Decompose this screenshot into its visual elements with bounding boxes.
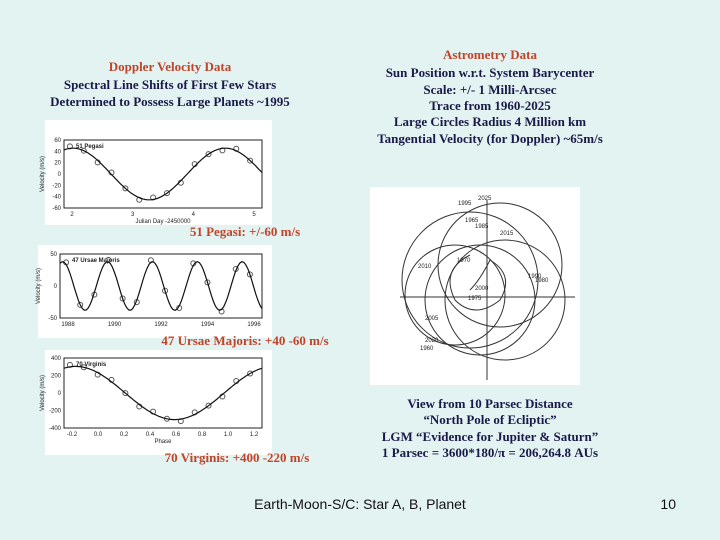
plot-caption: 47 Ursae Majoris: +40 -60 m/s bbox=[161, 333, 328, 348]
year-label: 1960 bbox=[420, 346, 434, 352]
fit-curve bbox=[59, 261, 263, 311]
data-point bbox=[205, 151, 212, 158]
x-tick-label: 1996 bbox=[247, 322, 261, 328]
data-point bbox=[247, 370, 254, 377]
y-tick-label: -20 bbox=[52, 183, 61, 189]
y-tick-label: 20 bbox=[54, 161, 61, 167]
orbit-circles bbox=[400, 200, 575, 380]
data-point bbox=[205, 402, 212, 409]
y-tick-label: 60 bbox=[54, 138, 61, 144]
x-tick-label: 0.8 bbox=[198, 432, 207, 438]
plot-axes bbox=[63, 139, 263, 209]
x-tick-label: 1.0 bbox=[224, 432, 233, 438]
x-tick-label: 5 bbox=[252, 212, 256, 218]
plot-caption: 51 Pegasi: +/-60 m/s bbox=[190, 224, 300, 239]
y-tick-label: 0 bbox=[58, 391, 62, 397]
data-point bbox=[122, 390, 129, 397]
right-bottom-line: 1 Parsec = 3600*180/π = 206,264.8 AUs bbox=[382, 445, 598, 460]
y-tick-label: 400 bbox=[51, 356, 62, 362]
data-point bbox=[77, 301, 84, 308]
page-number: 10 bbox=[660, 496, 676, 512]
y-axis-label: Velocity (m/s) bbox=[40, 375, 46, 411]
y-tick-label: -60 bbox=[52, 206, 61, 212]
right-line: Scale: +/- 1 Milli-Arcsec bbox=[423, 82, 556, 97]
y-axis-label: Velocity (m/s) bbox=[36, 268, 42, 304]
year-label: 2000 bbox=[475, 286, 489, 292]
y-tick-label: -200 bbox=[49, 409, 62, 415]
year-label: 1975 bbox=[468, 296, 482, 302]
year-label: 1970 bbox=[457, 258, 471, 264]
right-bottom-line: View from 10 Parsec Distance bbox=[407, 396, 573, 411]
left-line: Spectral Line Shifts of First Few Stars bbox=[64, 77, 276, 92]
x-axis-label: Julian Day -2450000 bbox=[135, 219, 191, 225]
plot-label: 47 Ursae Majoris bbox=[72, 258, 120, 264]
x-tick-label: 1992 bbox=[154, 322, 168, 328]
right-line: Sun Position w.r.t. System Barycenter bbox=[386, 65, 595, 80]
data-point bbox=[246, 271, 253, 278]
y-tick-label: 40 bbox=[54, 149, 61, 155]
right-bottom-line: “North Pole of Ecliptic” bbox=[423, 412, 556, 427]
data-point bbox=[204, 279, 211, 286]
plot-frame bbox=[38, 245, 272, 338]
right-bottom-line: LGM “Evidence for Jupiter & Saturn” bbox=[382, 429, 599, 444]
data-point bbox=[80, 147, 87, 154]
x-tick-label: 1990 bbox=[108, 322, 122, 328]
x-tick-label: 2 bbox=[70, 212, 74, 218]
y-tick-label: -400 bbox=[49, 426, 62, 432]
x-tick-label: 1.2 bbox=[250, 432, 259, 438]
year-label: 1985 bbox=[475, 224, 489, 230]
year-label: 2020 bbox=[425, 338, 439, 344]
data-point bbox=[162, 287, 169, 294]
year-label: 1965 bbox=[465, 218, 479, 224]
left-title: Doppler Velocity Data bbox=[109, 59, 232, 74]
right-title: Astrometry Data bbox=[443, 47, 537, 62]
year-label: 2005 bbox=[425, 316, 439, 322]
y-tick-label: 0 bbox=[58, 172, 62, 178]
y-tick-label: 0 bbox=[54, 284, 58, 290]
y-tick-label: -40 bbox=[52, 195, 61, 201]
footer-text: Earth-Moon-S/C: Star A, B, Planet bbox=[254, 496, 466, 512]
plot-label: 51 Pegasi bbox=[76, 144, 104, 150]
x-tick-label: 1988 bbox=[61, 322, 75, 328]
right-line: Tangential Velocity (for Doppler) ~65m/s bbox=[377, 131, 603, 146]
x-tick-label: 0.2 bbox=[120, 432, 129, 438]
fit-curve bbox=[63, 365, 263, 421]
plot-axes bbox=[59, 253, 263, 319]
x-tick-label: 1994 bbox=[201, 322, 215, 328]
right-line: Trace from 1960-2025 bbox=[429, 98, 551, 113]
y-axis-label: Velocity (m/s) bbox=[40, 156, 46, 192]
right-line: Large Circles Radius 4 Million km bbox=[394, 114, 586, 129]
plot-caption: 70 Virginis: +400 -220 m/s bbox=[165, 450, 310, 465]
data-point bbox=[122, 185, 129, 192]
x-tick-label: 0.6 bbox=[172, 432, 181, 438]
year-label: 1980 bbox=[535, 278, 549, 284]
y-tick-label: 200 bbox=[51, 374, 62, 380]
year-label: 1995 bbox=[458, 201, 472, 207]
year-label: 2015 bbox=[500, 231, 514, 237]
x-tick-label: -0.2 bbox=[67, 432, 78, 438]
x-tick-label: 0.4 bbox=[146, 432, 155, 438]
fit-curve bbox=[63, 147, 263, 201]
plot-frame bbox=[45, 120, 272, 225]
year-label: 1990 bbox=[528, 274, 542, 280]
plot-label: 70 Virginis bbox=[76, 362, 107, 368]
y-tick-label: 50 bbox=[50, 252, 57, 258]
y-tick-label: -50 bbox=[48, 316, 57, 322]
x-tick-label: 0.0 bbox=[94, 432, 103, 438]
data-point bbox=[163, 190, 170, 197]
data-point bbox=[119, 295, 126, 302]
data-point bbox=[247, 157, 254, 164]
left-line: Determined to Possess Large Planets ~199… bbox=[50, 94, 290, 109]
x-tick-label: 4 bbox=[192, 212, 196, 218]
plot-axes bbox=[63, 357, 263, 429]
x-tick-label: 3 bbox=[131, 212, 135, 218]
year-label: 2010 bbox=[418, 264, 432, 270]
year-label: 2025 bbox=[478, 196, 492, 202]
x-axis-label: Phase bbox=[154, 439, 172, 445]
